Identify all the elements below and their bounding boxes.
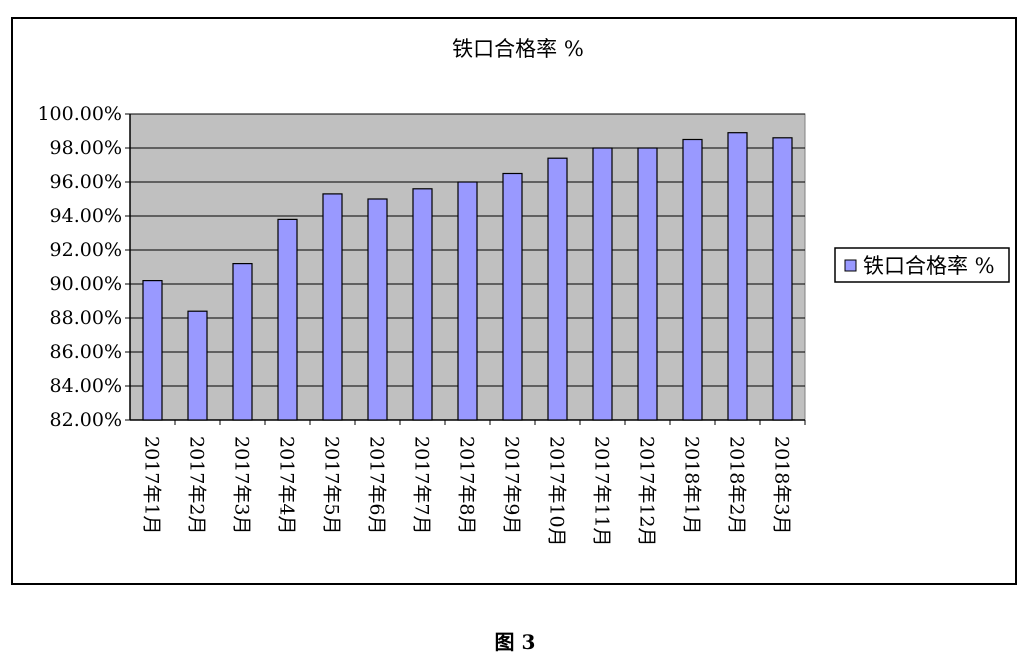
chart-frame: 铁口合格率 % 82.00% 84.00% 86.00% 88.00% 90.00% 92… [11,17,1017,585]
figure-caption: 图 3 [494,630,536,654]
x-tick-label: 2017年10月 [546,436,568,547]
x-tick-label: 2018年2月 [726,436,748,534]
bar [502,172,523,421]
x-tick-label: 2017年11月 [591,436,613,547]
bar [772,137,793,421]
x-tick-label: 2017年3月 [231,436,253,534]
y-tick-label: 88.00% [50,307,122,329]
x-tick-label: 2017年7月 [411,436,433,534]
y-tick-label: 82.00% [50,409,122,431]
x-tick-label: 2017年9月 [501,436,523,534]
legend-swatch [844,259,857,272]
y-tick-label: 100.00% [37,103,122,125]
bar [187,310,208,421]
bar [592,147,613,421]
bar [412,188,433,421]
x-tick-label: 2017年2月 [186,436,208,534]
y-tick-label: 98.00% [50,137,122,159]
bar [232,263,253,421]
bar [142,280,163,421]
x-tick-label: 2017年6月 [366,436,388,534]
legend: 铁口合格率 % [834,247,1010,283]
y-tick-label: 94.00% [50,205,122,227]
x-tick-label: 2017年8月 [456,436,478,534]
x-tick-label: 2017年4月 [276,436,298,534]
chart-title: 铁口合格率 % [452,37,584,61]
bar-chart: 铁口合格率 % 82.00% 84.00% 86.00% 88.00% 90.00% 92… [37,37,1010,547]
x-tick-label: 2017年5月 [321,436,343,534]
bar [727,132,748,421]
y-tick-label: 86.00% [50,341,122,363]
x-tick-label: 2018年1月 [681,436,703,534]
y-tick-label: 92.00% [50,239,122,261]
y-tick-label: 84.00% [50,375,122,397]
bar [637,147,658,421]
bar [457,181,478,421]
bar [277,218,298,421]
y-tick-label: 96.00% [50,171,122,193]
bar [367,198,388,421]
legend-label: 铁口合格率 % [863,254,995,278]
bar [682,138,703,421]
x-tick-label: 2017年1月 [141,436,163,534]
x-tick-label: 2018年3月 [771,436,793,534]
bar [322,193,343,421]
x-tick-label: 2017年12月 [636,436,658,547]
y-tick-label: 90.00% [50,273,122,295]
bar [547,157,568,421]
